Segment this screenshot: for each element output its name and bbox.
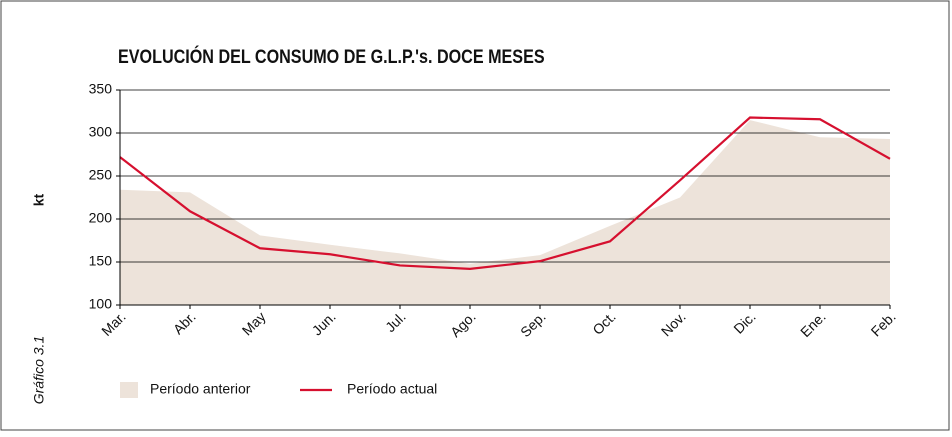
y-tick-label: 300 [89, 124, 113, 140]
y-tick-label: 350 [89, 81, 113, 97]
x-tick-label: Feb. [868, 308, 899, 339]
area [120, 120, 890, 305]
legend-label: Período anterior [150, 381, 251, 397]
x-tick-label: Oct. [589, 308, 618, 337]
x-tick-label: Mar. [98, 308, 129, 339]
y-axis-label: kt [31, 193, 47, 206]
chart-title: EVOLUCIÓN DEL CONSUMO DE G.L.P.'s. DOCE … [118, 45, 545, 68]
line [119, 116, 891, 270]
y-tick-label: 250 [89, 167, 113, 183]
x-tick-label: Jun. [309, 308, 339, 338]
caption: Gráfico 3.1 [31, 336, 47, 404]
x-tick-label: May [239, 308, 269, 338]
legend-swatch [120, 382, 138, 398]
x-tick-label: Nov. [658, 308, 689, 339]
y-tick-label: 200 [89, 210, 113, 226]
y-tick-label: 100 [89, 296, 113, 312]
x-tick-label: Dic. [730, 308, 758, 336]
x-tick-label: Ago. [447, 308, 479, 340]
x-tick-label: Ene. [797, 308, 829, 340]
legend-label: Período actual [347, 381, 437, 397]
x-tick-label: Abr. [170, 308, 199, 337]
x-tick-label: Sep. [517, 308, 549, 340]
y-tick-label: 150 [89, 253, 113, 269]
x-tick-label: Jul. [382, 308, 409, 335]
